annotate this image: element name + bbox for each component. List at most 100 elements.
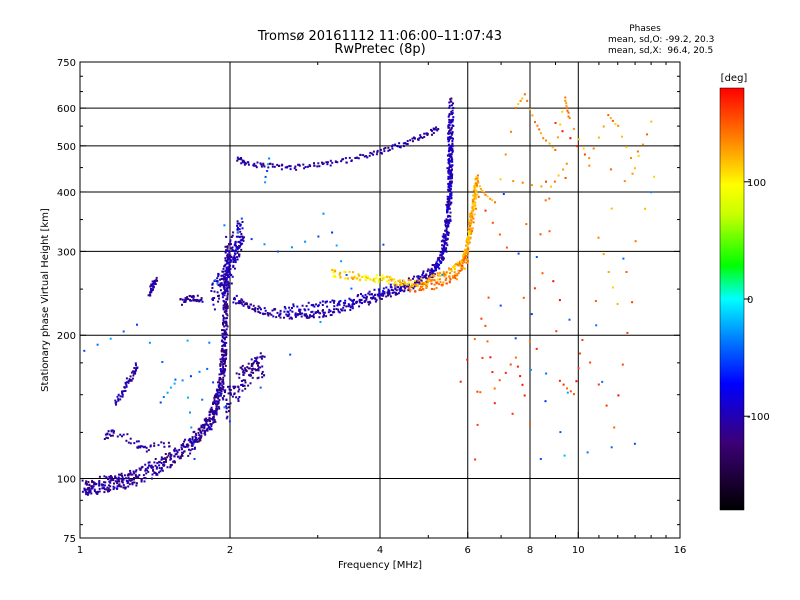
data-point <box>536 124 539 127</box>
data-point <box>572 127 575 130</box>
data-point <box>172 460 175 463</box>
data-point <box>579 352 581 355</box>
data-point <box>206 419 208 422</box>
data-point <box>469 213 472 215</box>
data-point <box>189 295 192 298</box>
data-point <box>92 481 95 484</box>
data-point <box>123 386 126 389</box>
data-point <box>243 371 246 374</box>
data-point <box>434 128 437 131</box>
data-point <box>121 479 124 482</box>
data-point <box>227 392 230 395</box>
data-point <box>226 314 229 317</box>
data-point <box>122 478 125 481</box>
data-point <box>224 333 226 335</box>
data-point <box>150 477 153 480</box>
data-point <box>223 370 226 373</box>
data-point <box>457 269 460 272</box>
data-point <box>219 363 222 366</box>
data-point <box>201 429 204 432</box>
data-point <box>324 301 327 304</box>
data-point <box>449 171 452 174</box>
data-point <box>116 485 119 488</box>
data-point <box>242 379 245 382</box>
data-point <box>430 270 433 273</box>
data-point <box>167 454 170 457</box>
data-point <box>472 189 475 192</box>
data-point <box>130 371 133 374</box>
data-point <box>222 341 225 344</box>
data-point <box>400 281 403 284</box>
data-point <box>219 376 221 379</box>
data-point <box>420 279 423 282</box>
data-point <box>416 275 419 278</box>
data-point <box>240 162 243 165</box>
data-point <box>267 166 270 169</box>
data-point <box>379 297 382 300</box>
data-point <box>211 282 214 285</box>
data-point <box>552 280 555 283</box>
data-point <box>207 425 210 428</box>
data-point <box>218 379 221 381</box>
data-point <box>470 216 473 219</box>
data-point <box>554 148 557 151</box>
data-point <box>438 267 441 270</box>
data-point <box>108 490 111 493</box>
data-point <box>233 267 236 270</box>
data-point <box>181 303 183 306</box>
data-point <box>450 268 453 271</box>
data-point <box>432 127 435 130</box>
data-point <box>119 473 122 476</box>
data-point <box>117 399 120 402</box>
data-point <box>605 404 608 407</box>
data-point <box>466 237 469 240</box>
data-point <box>345 305 348 308</box>
data-point <box>439 261 442 264</box>
data-point <box>223 360 226 363</box>
data-point <box>269 162 272 165</box>
data-point <box>426 279 428 282</box>
data-point <box>208 410 211 413</box>
data-point <box>382 278 385 281</box>
data-point <box>151 473 154 476</box>
data-point <box>214 279 217 282</box>
data-point <box>349 298 352 301</box>
data-point <box>442 271 445 273</box>
data-point <box>107 430 110 433</box>
data-point <box>221 339 224 342</box>
data-point <box>597 383 600 386</box>
data-point <box>509 363 512 366</box>
data-point <box>213 308 216 311</box>
data-point <box>448 275 451 278</box>
data-point <box>263 374 265 377</box>
data-point <box>465 240 468 243</box>
data-point <box>90 492 93 495</box>
data-point <box>222 316 225 319</box>
data-point <box>460 267 463 270</box>
data-point <box>140 478 143 481</box>
data-point <box>212 381 215 384</box>
data-point <box>224 245 227 248</box>
data-point <box>174 447 177 450</box>
data-point <box>179 455 182 458</box>
data-point <box>210 406 213 409</box>
data-point <box>221 270 224 273</box>
data-point <box>425 277 428 280</box>
data-point <box>374 293 377 296</box>
data-point <box>391 145 393 148</box>
data-point <box>127 441 130 444</box>
data-point <box>230 393 232 396</box>
data-point <box>382 290 385 293</box>
data-point <box>401 283 404 286</box>
data-point <box>426 270 429 273</box>
data-point <box>204 423 206 426</box>
data-point <box>610 168 612 171</box>
data-point <box>122 484 125 487</box>
data-point <box>182 444 185 447</box>
data-point <box>190 440 193 443</box>
data-point <box>360 293 362 295</box>
data-point <box>225 350 228 353</box>
data-point <box>396 293 399 296</box>
data-point <box>412 287 415 290</box>
